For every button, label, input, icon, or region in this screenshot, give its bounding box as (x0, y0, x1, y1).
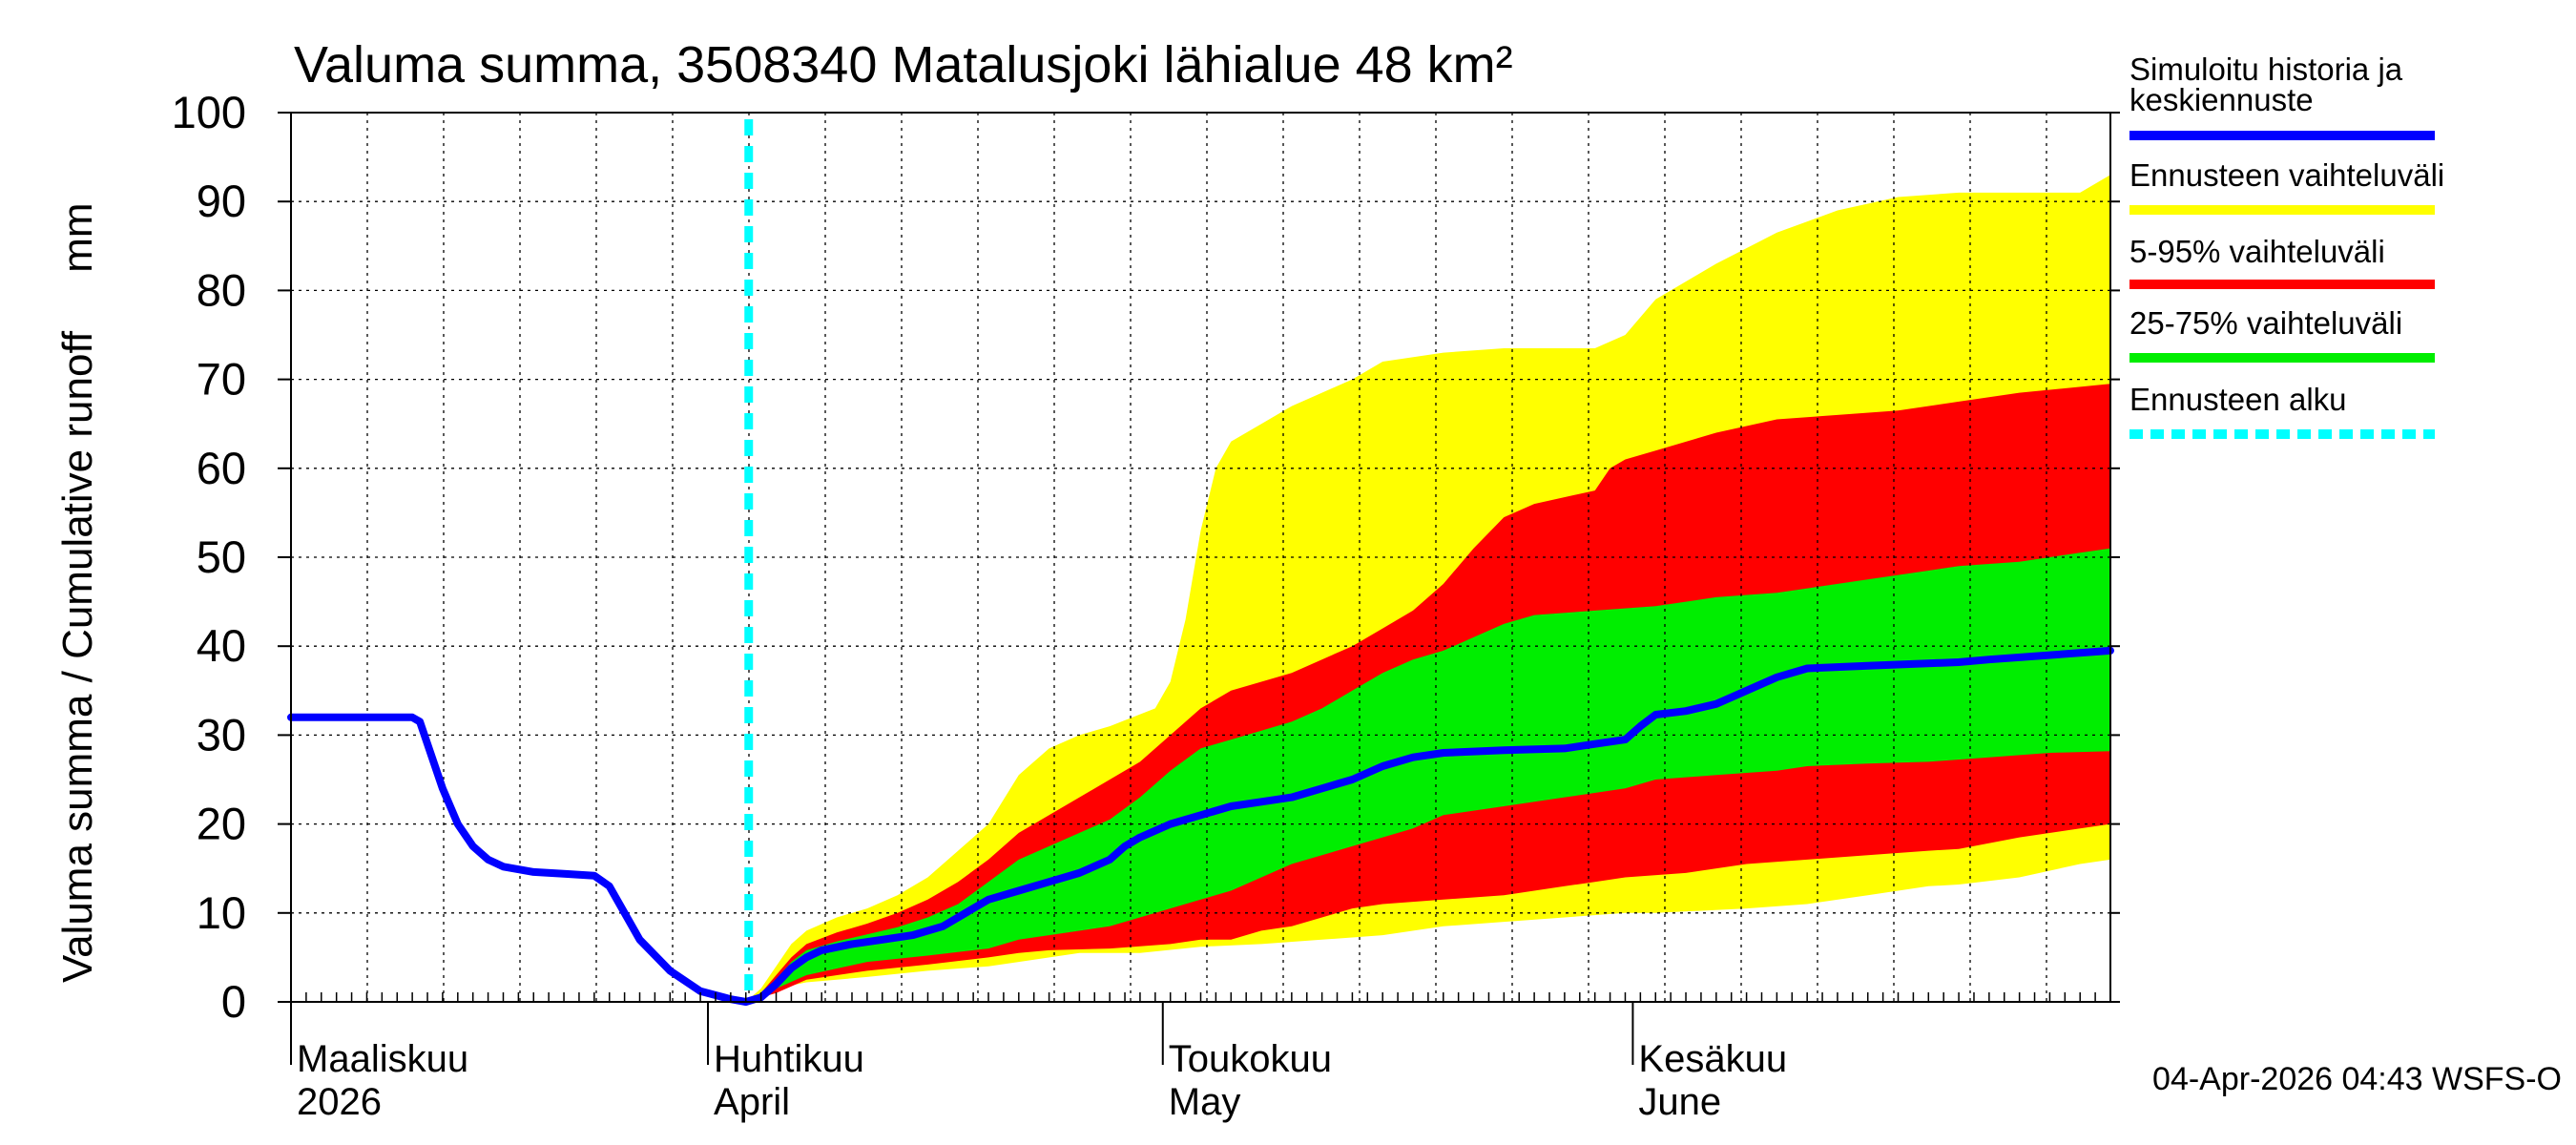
x-month-label: Toukokuu (1169, 1038, 1332, 1080)
forecast-bands (745, 175, 2110, 1002)
band-green-25-75 (745, 548, 2110, 1002)
x-month-label: Maaliskuu (297, 1038, 468, 1080)
y-tick-label: 0 (221, 976, 246, 1027)
y-tick-label: 90 (197, 176, 246, 226)
y-tick-label: 100 (172, 87, 246, 137)
data-lines (287, 119, 2114, 1006)
y-tick-label: 40 (197, 620, 246, 671)
x-month-sublabel: 2026 (297, 1081, 382, 1123)
y-tick-label: 20 (197, 799, 246, 849)
x-month-sublabel: May (1169, 1081, 1241, 1123)
y-tick-label: 10 (197, 887, 246, 938)
x-month-label: Huhtikuu (714, 1038, 864, 1080)
x-month-sublabel: June (1638, 1081, 1721, 1123)
legend-label: Simuloitu historia ja (2129, 52, 2403, 87)
chart-title: Valuma summa, 3508340 Matalusjoki lähial… (294, 36, 1513, 94)
y-tick-label: 60 (197, 443, 246, 493)
y-tick-label: 70 (197, 354, 246, 405)
legend-label: 5-95% vaihteluväli (2129, 234, 2385, 269)
y-tick-label: 80 (197, 264, 246, 315)
legend-label: Ennusteen vaihteluväli (2129, 157, 2444, 193)
y-tick-label: 50 (197, 531, 246, 582)
x-month-label: Kesäkuu (1638, 1038, 1787, 1080)
legend-label: 25-75% vaihteluväli (2129, 305, 2402, 341)
y-axis-label: Valuma summa / Cumulative runoff mm (54, 202, 101, 983)
legend-label: keskiennuste (2129, 82, 2314, 117)
x-month-sublabel: April (714, 1081, 790, 1123)
y-tick-label: 30 (197, 709, 246, 760)
timestamp-footer: 04-Apr-2026 04:43 WSFS-O (2152, 1061, 2562, 1097)
mean-runoff-line (287, 646, 2114, 1006)
legend-label: Ennusteen alku (2129, 382, 2347, 417)
